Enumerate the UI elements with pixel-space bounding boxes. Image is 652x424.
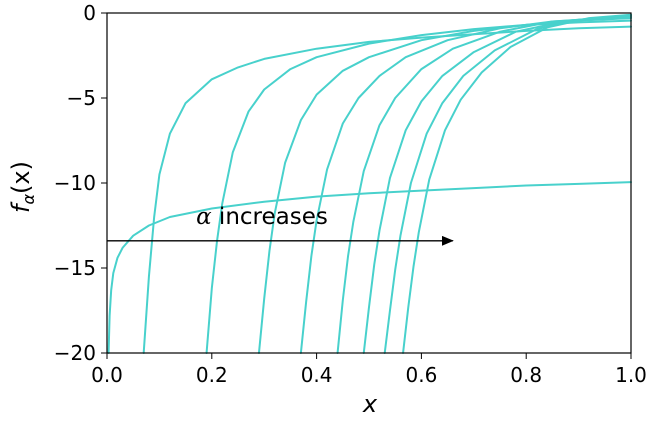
annotation-symbol: α — [196, 204, 212, 230]
series-line-6 — [336, 15, 632, 354]
y-axis-label-tail: (x) — [7, 161, 35, 194]
x-tick-label: 0.0 — [91, 363, 123, 387]
x-tick-label: 0.4 — [301, 363, 333, 387]
y-tick-label: −15 — [54, 256, 96, 280]
series-line-5 — [299, 16, 632, 354]
series-layer — [107, 13, 632, 354]
x-tick-label: 1.0 — [615, 363, 647, 387]
series-line-9 — [402, 13, 632, 354]
annotation-label: α increases — [196, 204, 328, 230]
annotation-words: increases — [212, 204, 328, 230]
y-tick-label: −10 — [54, 171, 96, 195]
series-line-1 — [107, 181, 632, 354]
y-axis-label-subscript: α — [19, 194, 38, 205]
series-line-4 — [257, 17, 632, 354]
x-tick-label: 0.2 — [196, 363, 228, 387]
x-axis-label: x — [362, 390, 378, 418]
axes: 0.0 0.2 0.4 0.6 0.8 1.0 0 −5 −10 −15 −20 — [54, 1, 647, 387]
series-line-7 — [362, 14, 632, 354]
x-tick-label: 0.8 — [510, 363, 542, 387]
y-tick-label: −5 — [67, 86, 96, 110]
y-tick-label: 0 — [83, 1, 96, 25]
series-line-8 — [383, 14, 632, 354]
annotation: α increases — [107, 204, 454, 246]
y-axis-label: fα(x) — [7, 161, 38, 213]
y-tick-label: −20 — [54, 341, 96, 365]
x-tick-label: 0.6 — [405, 363, 437, 387]
